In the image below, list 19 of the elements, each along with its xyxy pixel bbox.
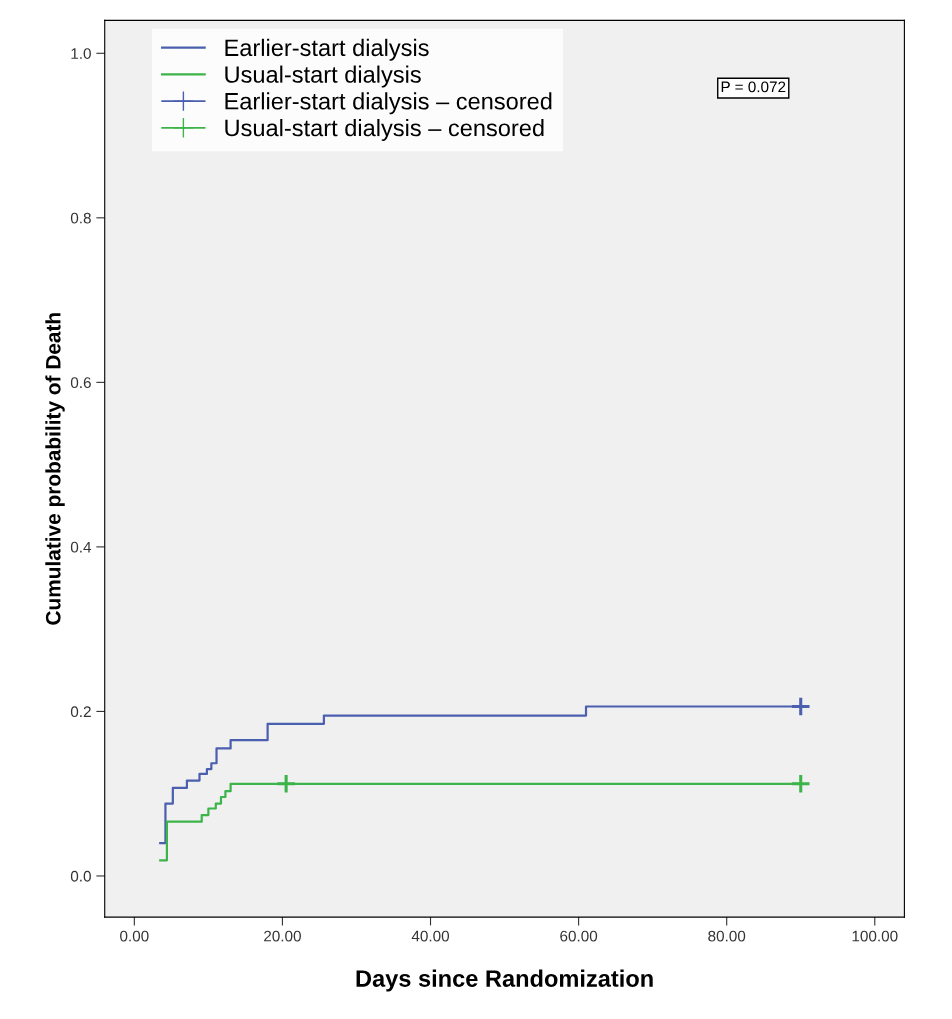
y-tick-label: 0.6 (70, 377, 91, 389)
legend-label: Usual-start dialysis (225, 65, 421, 88)
y-tick-label: 1.0 (71, 48, 91, 59)
x-tick-label: 60.00 (560, 930, 598, 942)
y-tick-label: 0.0 (70, 870, 91, 882)
x-tick-label: 80.00 (708, 930, 746, 942)
x-axis-title: Days since Randomization (356, 969, 653, 992)
y-axis-title: Cumulative probability of Death (45, 313, 65, 625)
x-tick-label: 20.00 (264, 930, 301, 942)
legend-label: Earlier-start dialysis – censored (225, 92, 552, 115)
x-tick-label: 0.00 (120, 930, 149, 942)
y-tick-label: 0.4 (70, 541, 92, 553)
x-tick-label: 40.00 (411, 930, 450, 942)
y-tick-label: 0.2 (70, 706, 91, 718)
annotation: P = 0.072 (721, 81, 786, 93)
x-tick-label: 100.00 (852, 930, 898, 942)
legend-label: Earlier-start dialysis (225, 38, 429, 61)
legend-label: Usual-start dialysis – censored (225, 118, 544, 141)
y-tick-label: 0.8 (70, 212, 91, 224)
